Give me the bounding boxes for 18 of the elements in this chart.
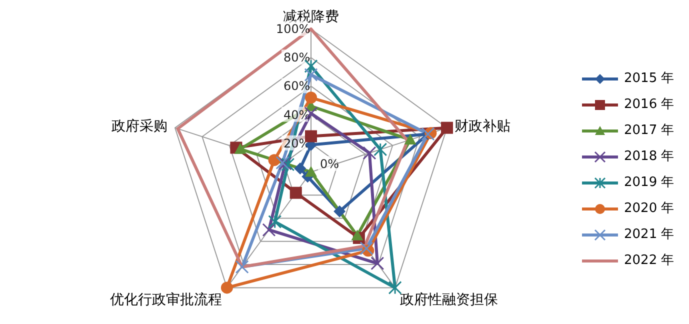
legend-label: 2017 年 (624, 122, 674, 140)
y-tick-label: 40% (284, 108, 310, 122)
spoke-label: 政府采购 (111, 118, 168, 134)
legend-label: 2020 年 (624, 200, 674, 218)
y-tick-label: 60% (284, 79, 310, 94)
spoke-label: 政府性融资担保 (400, 292, 498, 308)
spoke-label: 优化行政审批流程 (110, 292, 222, 308)
legend-label: 2018 年 (624, 148, 674, 166)
legend-label: 2021 年 (624, 226, 674, 244)
spoke-label: 减税降费 (283, 9, 339, 25)
y-tick-label: 100% (276, 22, 310, 36)
y-tick-label: 0% (320, 157, 340, 171)
legend-label: 2019 年 (624, 174, 674, 192)
spoke-label: 财政补贴 (454, 118, 511, 134)
legend-label: 2016 年 (624, 96, 674, 114)
y-tick-label: 80% (284, 50, 310, 65)
legend-label: 2015 年 (624, 70, 674, 88)
legend-label: 2022 年 (624, 252, 674, 270)
